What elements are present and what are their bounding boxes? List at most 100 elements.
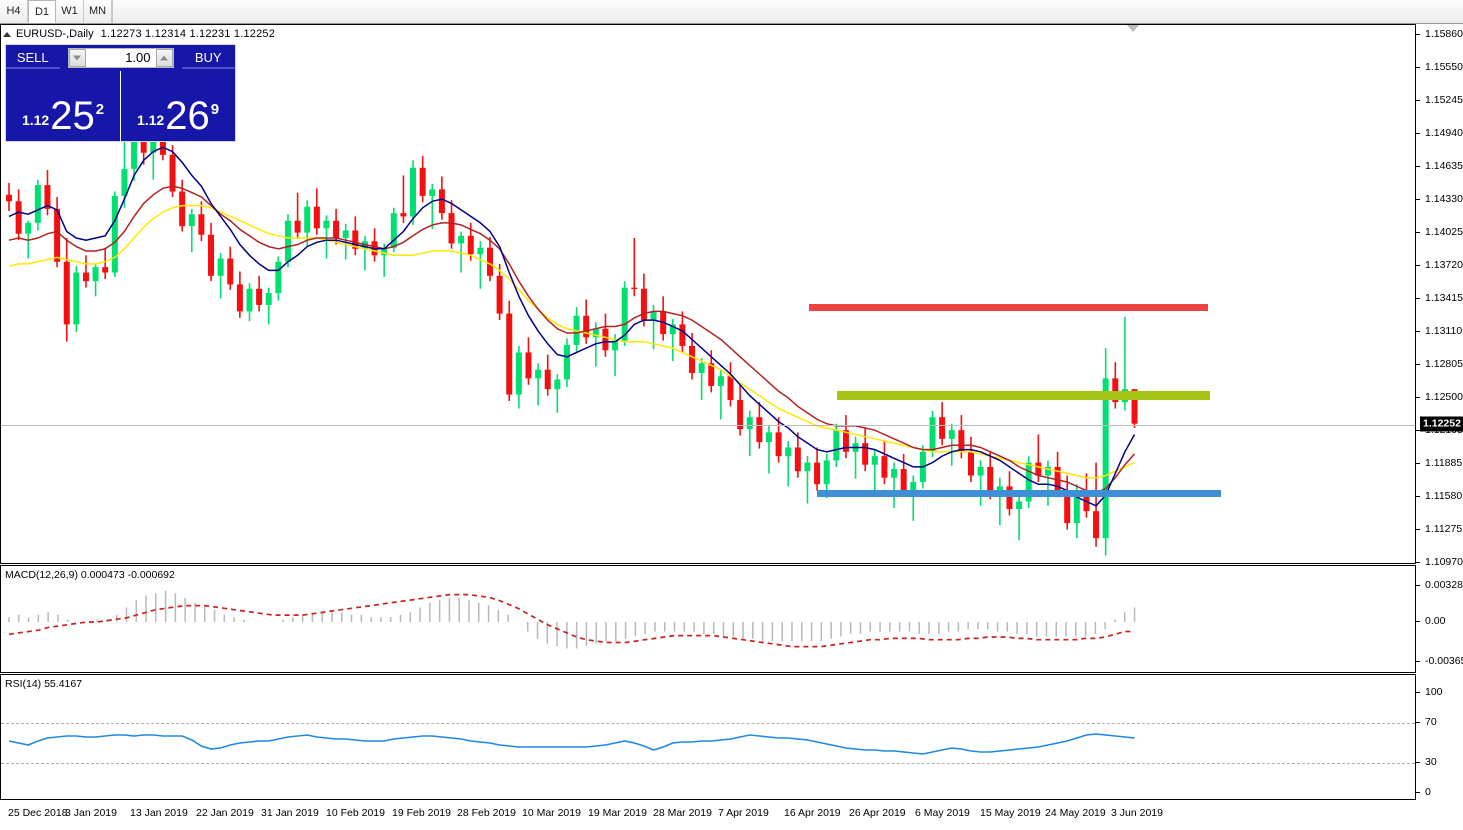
date-axis-label: 13 Jan 2019 — [130, 807, 188, 819]
chart-scroll-marker[interactable] — [1127, 25, 1139, 32]
buy-price-block[interactable]: 1.12 26 9 — [121, 71, 235, 141]
price-axis-tick — [1416, 298, 1420, 299]
level-line-mid-level[interactable] — [837, 391, 1210, 401]
price-axis-label: 1.12805 — [1425, 357, 1463, 370]
current-price-badge: 1.12252 — [1420, 416, 1463, 432]
date-axis-label: 26 Apr 2019 — [849, 807, 906, 819]
chevron-up-icon — [160, 55, 168, 61]
timeframe-tab-h4[interactable]: H4 — [0, 0, 28, 23]
macd-axis-label: -0.003659 — [1425, 655, 1463, 667]
price-axis-tick — [1416, 34, 1420, 35]
level-line-resistance[interactable] — [809, 303, 1208, 311]
date-axis-label: 6 May 2019 — [915, 807, 970, 819]
price-axis-label: 1.13110 — [1425, 324, 1463, 337]
price-axis-tick — [1416, 67, 1420, 69]
date-axis-label: 31 Jan 2019 — [261, 807, 319, 819]
buy-price-prefix: 1.12 — [136, 112, 165, 128]
sell-button[interactable]: SELL — [6, 47, 60, 69]
trade-panel-prices: 1.12 25 2 1.12 26 9 — [6, 71, 235, 141]
price-axis-label: 1.11580 — [1425, 490, 1463, 503]
price-axis-tick — [1416, 529, 1420, 531]
volume-increase-button[interactable] — [155, 49, 173, 67]
timeframe-tabs: H4 D1 W1 MN — [0, 0, 112, 23]
buy-price-main: 26 — [165, 94, 210, 138]
collapse-triangle-icon[interactable] — [3, 31, 11, 37]
price-axis-label: 1.13415 — [1425, 292, 1463, 304]
rsi-pane[interactable]: RSI(14) 55.4167 — [0, 674, 1416, 800]
sell-price-main: 25 — [50, 94, 95, 138]
rsi-axis-label: 0 — [1425, 786, 1431, 798]
volume-stepper[interactable]: 1.00 — [67, 48, 174, 68]
date-axis-label: 10 Mar 2019 — [522, 807, 581, 819]
buy-button[interactable]: BUY — [181, 47, 235, 69]
trade-panel-top-row: SELL 1.00 BUY — [6, 45, 235, 71]
price-axis-tick — [1416, 429, 1420, 431]
date-axis-label: 7 Apr 2019 — [718, 807, 769, 819]
price-axis-tick — [1416, 232, 1420, 234]
timeframe-tabstrip: H4 D1 W1 MN — [0, 0, 1463, 24]
macd-label: MACD(12,26,9) 0.000473 -0.000692 — [5, 569, 175, 581]
price-axis-tick — [1416, 363, 1420, 365]
volume-input[interactable]: 1.00 — [85, 49, 156, 67]
sell-price-block[interactable]: 1.12 25 2 — [6, 71, 121, 141]
price-axis-label: 1.11885 — [1425, 457, 1463, 470]
price-axis-label: 1.14330 — [1425, 193, 1463, 206]
rsi-axis: 100 70 30 0 — [1416, 674, 1463, 800]
one-click-trade-panel: SELL 1.00 BUY 1.12 25 2 — [5, 44, 236, 142]
volume-decrease-button[interactable] — [68, 49, 86, 67]
date-axis-label: 24 May 2019 — [1045, 807, 1106, 819]
date-axis[interactable]: 25 Dec 2018 3 Jan 2019 13 Jan 2019 22 Jan 2… — [0, 801, 1416, 830]
date-axis-label: 28 Feb 2019 — [457, 807, 516, 819]
price-axis-tick — [1416, 199, 1420, 201]
candlestick-chart — [6, 106, 1138, 556]
price-axis-label: 1.15860 — [1425, 28, 1463, 40]
date-axis-label: 3 Jan 2019 — [65, 807, 117, 819]
price-axis-label: 1.14635 — [1425, 160, 1463, 173]
sell-price-pip: 2 — [95, 101, 105, 118]
buy-price-pip: 9 — [210, 101, 220, 118]
price-axis-label: 1.11275 — [1425, 523, 1463, 536]
price-axis-tick — [1416, 562, 1420, 563]
symbol-ohlc: 1.12273 1.12314 1.12231 1.12252 — [100, 28, 276, 40]
timeframe-tab-d1[interactable]: D1 — [28, 0, 56, 23]
price-axis-tick — [1416, 100, 1420, 102]
price-axis-label: 1.13720 — [1425, 259, 1463, 272]
price-axis-label: 1.12500 — [1425, 390, 1463, 403]
current-price-line — [1, 424, 1415, 426]
rsi-chart — [8, 733, 1135, 755]
chevron-down-icon — [73, 55, 81, 61]
price-pane[interactable] — [0, 24, 1416, 564]
level-line-support[interactable] — [817, 490, 1221, 498]
date-axis-label: 28 Mar 2019 — [653, 807, 712, 819]
timeframe-tab-mn[interactable]: MN — [84, 0, 112, 23]
price-axis-tick — [1416, 133, 1420, 135]
symbol-header: EURUSD-,Daily 1.12273 1.12314 1.12231 1.… — [3, 27, 275, 41]
rsi-axis-tick — [1416, 722, 1420, 723]
price-axis-tick — [1416, 396, 1420, 398]
tabstrip-divider — [112, 0, 113, 23]
rsi-axis-label: 100 — [1425, 686, 1443, 698]
rsi-level-70 — [1, 723, 1415, 724]
date-axis-label: 19 Feb 2019 — [392, 807, 451, 819]
price-axis[interactable]: 1.15860 1.15550 1.15245 1.14940 1.14635 1.143… — [1416, 24, 1463, 568]
price-axis-tick — [1416, 496, 1420, 498]
rsi-label: RSI(14) 55.4167 — [5, 678, 83, 690]
rsi-axis-label: 30 — [1425, 756, 1437, 768]
price-axis-tick — [1416, 166, 1420, 168]
date-axis-label: 3 Jun 2019 — [1111, 807, 1163, 819]
macd-chart — [8, 590, 1136, 649]
sell-price-prefix: 1.12 — [21, 112, 50, 128]
rsi-axis-tick — [1416, 792, 1420, 793]
macd-pane[interactable]: MACD(12,26,9) 0.000473 -0.000692 — [0, 565, 1416, 673]
rsi-axis-tick — [1416, 762, 1420, 763]
macd-axis: 0.003287 0.00 -0.003659 — [1416, 565, 1463, 673]
rsi-axis-tick — [1416, 692, 1420, 693]
price-axis-tick — [1416, 463, 1420, 465]
date-axis-label: 10 Feb 2019 — [326, 807, 385, 819]
price-axis-tick — [1416, 330, 1420, 332]
macd-axis-tick — [1416, 585, 1420, 586]
macd-axis-tick — [1416, 661, 1420, 662]
timeframe-tab-w1[interactable]: W1 — [56, 0, 84, 23]
date-axis-label: 19 Mar 2019 — [588, 807, 647, 819]
